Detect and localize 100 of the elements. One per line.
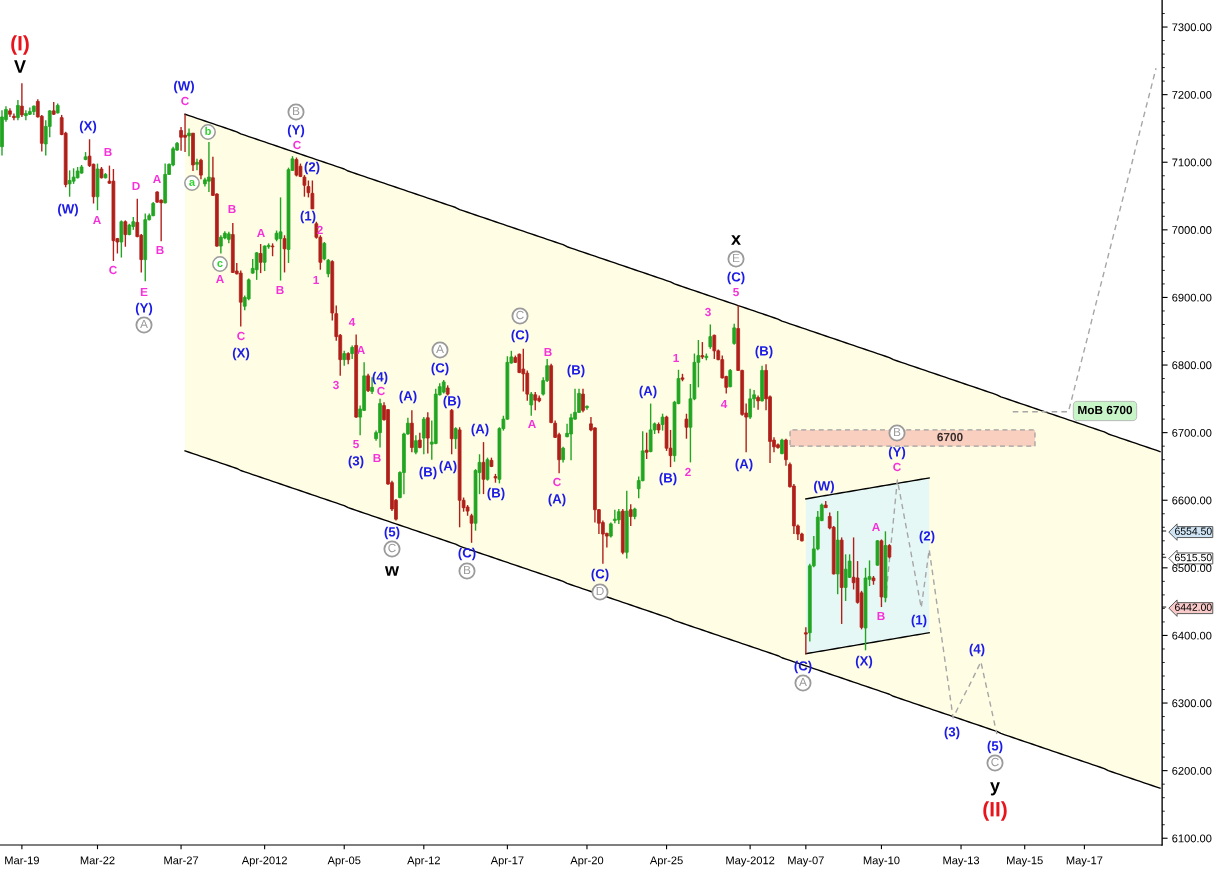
candlestick [569,413,573,462]
x-tick-label: Apr-2012 [241,856,287,867]
candlestick [370,376,374,395]
annotation: (3) [348,455,364,469]
candlestick [708,323,713,350]
x-tick-label: May-2012 [726,856,775,867]
annotation: C [293,140,301,150]
annotation: B [156,245,164,255]
annotation: B [228,204,236,214]
annotation: B [544,347,552,357]
candlestick [748,388,752,420]
y2-tick-label: 6515.50 [1175,553,1212,562]
annotation: A [436,344,444,354]
annotation: (W) [58,203,78,217]
annotation: C [109,265,117,275]
annotation: C [991,757,999,767]
y-tick-label: 7000.00 [1172,226,1212,234]
annotation: (I) [11,35,29,55]
annotation: (B) [567,364,585,378]
annotation: C [237,331,245,341]
line-series [805,477,930,500]
annotation: (C) [458,547,476,561]
candlestick [843,553,848,602]
annotation: (A) [548,493,566,507]
band-label: 6700 [937,432,963,442]
annotation: (5) [987,740,1003,754]
annotation: (2) [304,161,320,175]
annotation: (5) [384,526,400,540]
annotation: B [464,565,471,575]
x-tick-label: Apr-25 [649,856,683,867]
annotation: C [388,543,396,553]
x-tick-label: May-17 [1066,856,1103,867]
y-tick-label: 7200.00 [1172,90,1212,99]
annotation: A [153,174,161,184]
annotation: (1) [911,614,927,628]
y-tick-label: 6400.00 [1172,631,1212,640]
x-tick-label: Apr-17 [490,856,524,867]
annotation: A [93,215,101,225]
annotation: (Y) [287,124,305,138]
annotation: C [181,96,189,106]
candlestick [199,158,203,180]
x-tick-label: Apr-20 [570,856,604,867]
annotation: (C) [511,329,529,343]
candlestick [803,626,808,656]
annotation: MoB 6700 [1078,405,1133,415]
candlestick [219,234,223,255]
y-tick-label: 6300.00 [1172,699,1212,708]
annotation: B [894,427,901,437]
annotation: (C) [727,271,745,285]
annotation: E [733,253,740,263]
candlestick [581,388,585,414]
candlestick [119,219,124,259]
x-tick-label: May-10 [863,856,900,867]
annotation: 3 [332,380,339,390]
annotation: A [799,677,807,687]
candlestick [756,394,760,411]
annotation: (B) [487,487,505,501]
y-tick-label: 6900.00 [1172,293,1212,302]
annotation: B [293,106,300,116]
candlestick [521,348,526,393]
annotation: (Y) [135,302,153,316]
candlestick [195,158,199,172]
annotation: (B) [419,466,437,480]
annotation: w [384,566,400,576]
candlestick [414,434,418,455]
annotation: c [217,260,223,267]
candlestick [123,219,128,248]
annotation: 3 [704,307,711,317]
annotation: C [377,386,385,396]
x-tick-label: May-15 [1007,856,1043,867]
candlestick [258,243,263,274]
y-tick-label: 6500.00 [1172,564,1212,572]
candlestick [67,169,72,198]
annotation: C [553,477,561,487]
candlestick [644,431,649,460]
annotation: (4) [372,371,388,385]
annotation: D [596,586,604,596]
y-tick-label: 6600.00 [1172,496,1212,505]
line-series [805,632,930,655]
annotation: b [205,126,211,135]
x-tick-label: May-07 [788,856,824,867]
y2-tick-label: 6554.50 [1175,527,1212,535]
annotation: (X) [232,347,250,361]
candlestick [481,441,486,495]
candlestick [485,456,490,482]
annotation: E [140,287,148,297]
annotation: B [276,285,284,295]
x-tick-label: Apr-05 [327,856,361,867]
candlestick [732,323,737,346]
candlestick [612,509,617,524]
x-tick-label: Mar-19 [5,856,39,865]
candlestick [20,82,24,118]
annotation: 4 [348,317,356,327]
candlestick [16,99,20,122]
candlestick [648,402,653,453]
candlestick [684,413,689,440]
y-tick-label: 6100.00 [1172,834,1212,843]
annotation: (A) [735,458,753,472]
annotation: (4) [969,643,985,657]
candlestick [24,109,28,122]
